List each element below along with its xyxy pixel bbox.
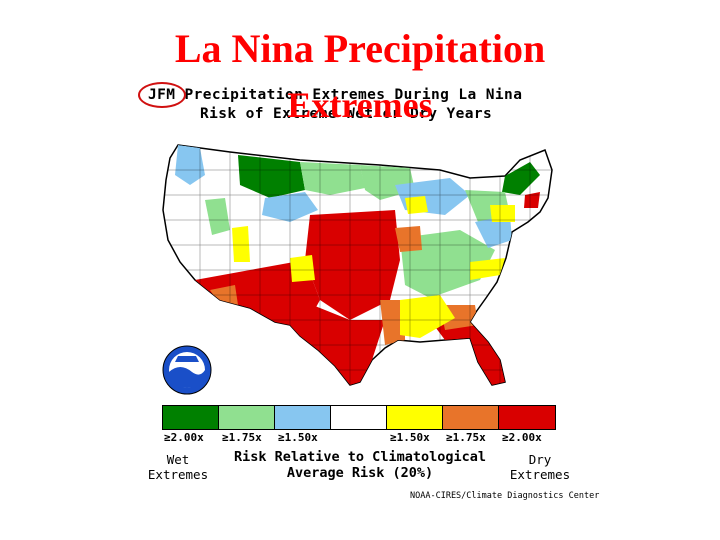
wet-region-northwest [175, 145, 205, 185]
legend-label-wet-2.00: ≥2.00x [164, 431, 204, 444]
dry-region-yellow-michigan [405, 196, 428, 214]
dry-region-texas [300, 300, 385, 385]
dry-region-gulf [430, 320, 505, 385]
dry-region-orange-louisiana [380, 300, 405, 345]
jfm-highlight-circle [138, 82, 186, 108]
slide-title: La Nina Precipitation [174, 26, 546, 71]
legend-swatch-wet-1.50 [275, 406, 331, 429]
dry-region-red-massachusetts [524, 192, 540, 208]
legend-wet-line2: Extremes [147, 467, 209, 482]
legend-dry-extremes-label: Dry Extremes [500, 452, 580, 482]
legend-swatch-neutral [331, 406, 387, 429]
legend-label-dry-2.00: ≥2.00x [502, 431, 542, 444]
legend-swatch-wet-2.00 [163, 406, 219, 429]
legend-label-dry-1.50: ≥1.50x [390, 431, 430, 444]
source-credit: NOAA-CIRES/Climate Diagnostics Center [410, 491, 600, 501]
legend-wet-line1: Wet [166, 452, 190, 467]
legend-dry-line2: Extremes [509, 467, 571, 482]
dry-region-orange-midwest [395, 226, 422, 252]
map-header-title: JFM Precipitation Extremes During La Nin… [148, 87, 523, 103]
dry-region-yellow-east [490, 205, 515, 222]
legend-color-bar [162, 405, 556, 430]
slide-title-continued: Extremes [287, 85, 433, 125]
legend-dry-line1: Dry [528, 452, 552, 467]
dry-region-yellow-west [232, 226, 250, 262]
legend-swatch-dry-1.50 [387, 406, 443, 429]
legend-caption-line2: Average Risk (20%) [286, 465, 434, 481]
legend-swatch-dry-2.00 [499, 406, 555, 429]
dry-region-plains [305, 210, 400, 320]
wet-region-mid-atlantic [475, 215, 512, 248]
dry-region-yellow-colorado [290, 255, 315, 282]
dry-region-southwest [195, 260, 320, 336]
map-header-subtitle: Risk of Extreme Wet or Dry Years [200, 106, 493, 122]
legend-label-wet-1.75: ≥1.75x [222, 431, 262, 444]
noaa-logo-icon [162, 345, 212, 395]
legend-caption-line1: Risk Relative to Climatological [234, 449, 486, 465]
legend-label-dry-1.75: ≥1.75x [446, 431, 486, 444]
legend-swatch-dry-1.75 [443, 406, 499, 429]
legend-wet-extremes-label: Wet Extremes [138, 452, 218, 482]
legend-swatch-wet-1.75 [219, 406, 275, 429]
legend-label-wet-1.50: ≥1.50x [278, 431, 318, 444]
dry-region-yellow-kentucky [470, 258, 505, 280]
wet-region-montana [238, 155, 305, 198]
wet-region-idaho [205, 198, 230, 235]
dry-region-yellow-southeast [400, 295, 455, 338]
wet-region-ohio-valley [400, 230, 495, 298]
